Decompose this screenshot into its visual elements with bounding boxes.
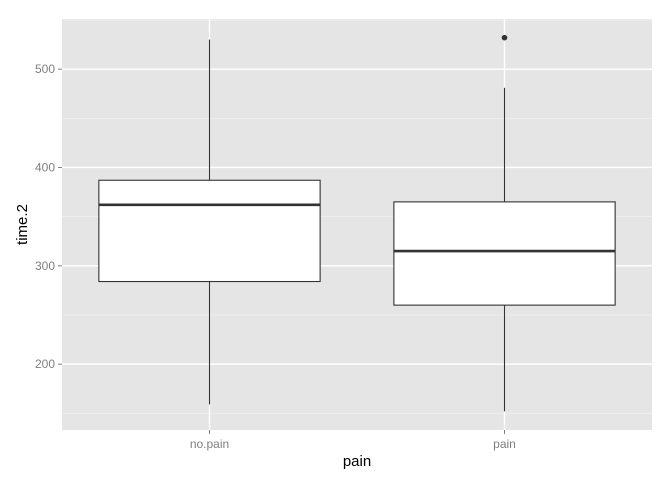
x-axis-title: pain [343,453,371,470]
y-tick-label: 400 [35,160,55,174]
y-tick-label: 500 [35,62,55,76]
box-series [98,34,616,412]
x-tick-label: no.pain [190,437,229,451]
x-tick-label: pain [493,437,516,451]
box-iqr [98,179,321,283]
box-no.pain [98,39,321,405]
box-iqr [393,201,616,306]
x-axis-ticks: no.pain pain [190,430,516,451]
y-axis-ticks: 200 300 400 500 [35,62,62,371]
y-tick-label: 200 [35,357,55,371]
box-pain [393,34,616,412]
y-axis-title: time.2 [14,204,31,245]
y-tick-label: 300 [35,259,55,273]
outlier-point [501,34,508,41]
